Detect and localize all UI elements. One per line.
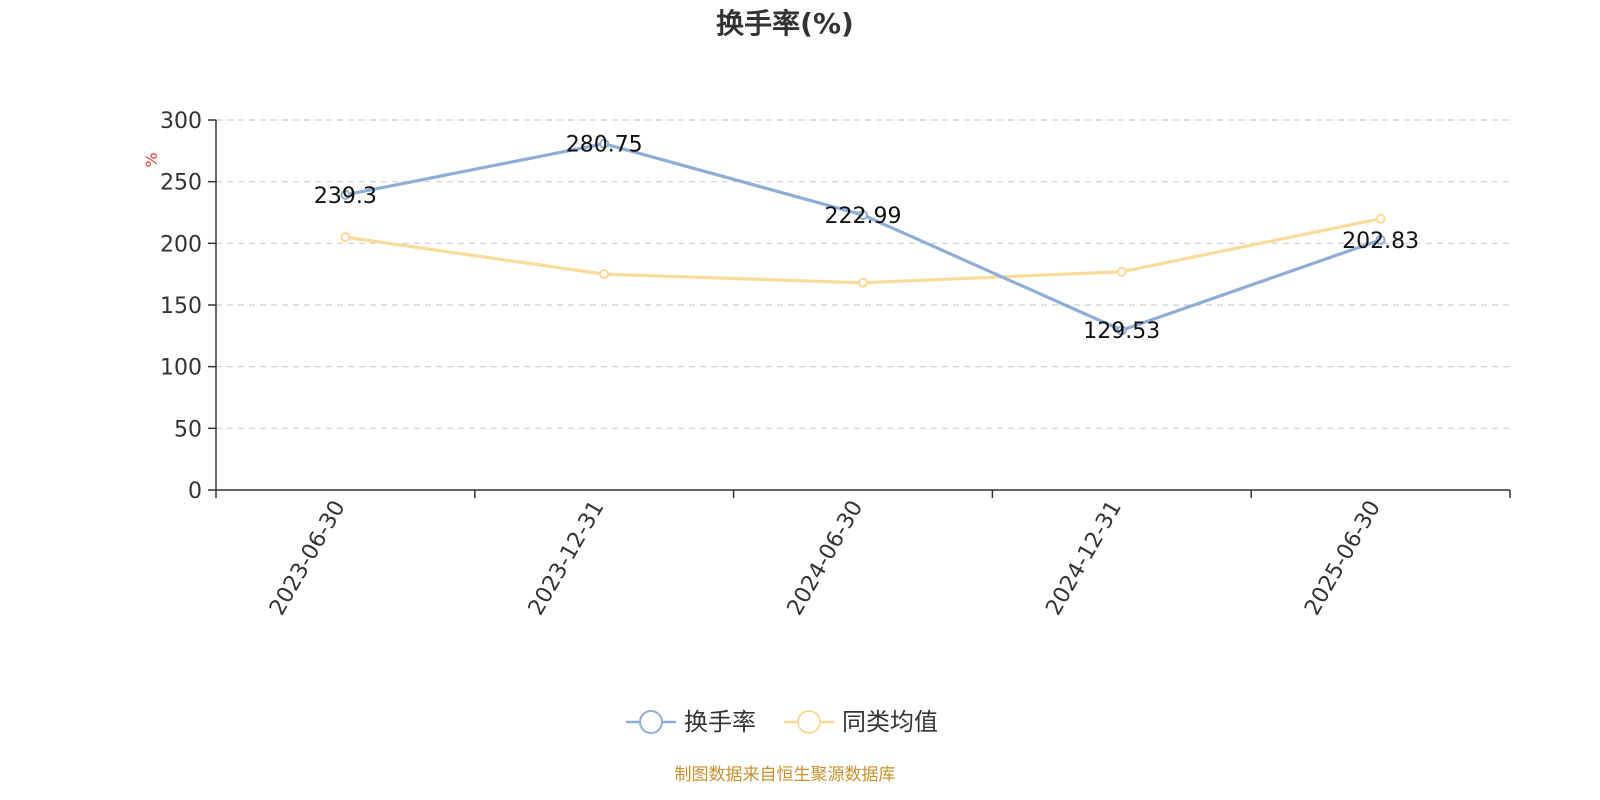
legend-item-2[interactable]: 同类均值	[784, 708, 938, 736]
grid-lines	[216, 119, 1510, 429]
chart-title: 换手率(%)	[716, 7, 854, 40]
series-2-point	[1375, 213, 1386, 224]
legend-circle-symbol	[797, 710, 821, 734]
legend-circle-symbol	[639, 710, 663, 734]
data-label-layer: 239.3 280.75 222.99 129.53 202.83	[314, 133, 1419, 345]
series-2-point	[1116, 266, 1127, 277]
data-label: 239.3	[314, 184, 377, 209]
y-tick-label: 300	[160, 109, 202, 134]
y-tick-label: 200	[160, 232, 202, 257]
y-axis-unit-label: %	[142, 152, 161, 167]
x-tick-label: 2023-06-30	[265, 497, 351, 620]
data-label: 280.75	[566, 133, 643, 158]
source-note: 制图数据来自恒生聚源数据库	[675, 765, 896, 785]
legend-label: 同类均值	[842, 708, 938, 736]
data-label: 222.99	[825, 204, 902, 229]
series-1-point	[340, 189, 351, 200]
series-1-point	[1375, 234, 1386, 245]
series-1-point	[858, 209, 868, 220]
legend-item-1[interactable]: 换手率	[626, 708, 756, 736]
data-label: 202.83	[1342, 229, 1419, 254]
y-tick-label: 150	[160, 294, 202, 319]
data-label: 129.53	[1083, 319, 1160, 344]
series-1-point	[599, 138, 610, 149]
y-tick-label: 250	[160, 171, 202, 196]
y-tick-label: 50	[174, 417, 202, 442]
legend: 换手率 同类均值	[626, 708, 938, 736]
y-tick-label: 100	[160, 356, 202, 381]
series-1-point	[1116, 325, 1127, 336]
series-2-point	[599, 269, 610, 280]
series-2-point	[858, 277, 868, 288]
x-tick-label: 2025-06-30	[1300, 497, 1386, 620]
x-tick-label: 2024-06-30	[783, 497, 869, 620]
legend-label: 换手率	[684, 708, 756, 736]
series-2-point	[340, 232, 351, 243]
y-tick-label: 0	[188, 479, 202, 504]
x-tick-label: 2023-12-31	[524, 497, 610, 620]
series-line-1	[343, 142, 1383, 332]
x-tick-label: 2024-12-31	[1041, 497, 1127, 620]
series-layer	[340, 138, 1386, 336]
